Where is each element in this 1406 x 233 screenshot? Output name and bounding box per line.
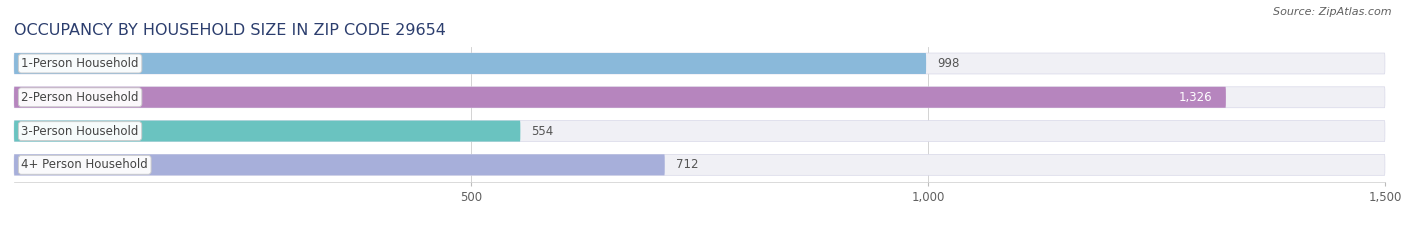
Text: 4+ Person Household: 4+ Person Household xyxy=(21,158,148,171)
FancyBboxPatch shape xyxy=(14,53,1385,74)
Text: Source: ZipAtlas.com: Source: ZipAtlas.com xyxy=(1274,7,1392,17)
Text: 554: 554 xyxy=(531,125,554,137)
FancyBboxPatch shape xyxy=(14,87,1385,108)
FancyBboxPatch shape xyxy=(14,154,1385,175)
Text: 998: 998 xyxy=(938,57,959,70)
FancyBboxPatch shape xyxy=(14,53,927,74)
Text: 3-Person Household: 3-Person Household xyxy=(21,125,139,137)
FancyBboxPatch shape xyxy=(14,87,1226,108)
Text: 2-Person Household: 2-Person Household xyxy=(21,91,139,104)
FancyBboxPatch shape xyxy=(14,154,665,175)
Text: 1,326: 1,326 xyxy=(1178,91,1212,104)
Text: 1-Person Household: 1-Person Household xyxy=(21,57,139,70)
FancyBboxPatch shape xyxy=(14,121,520,141)
Text: OCCUPANCY BY HOUSEHOLD SIZE IN ZIP CODE 29654: OCCUPANCY BY HOUSEHOLD SIZE IN ZIP CODE … xyxy=(14,24,446,38)
FancyBboxPatch shape xyxy=(14,121,1385,141)
Text: 712: 712 xyxy=(676,158,699,171)
